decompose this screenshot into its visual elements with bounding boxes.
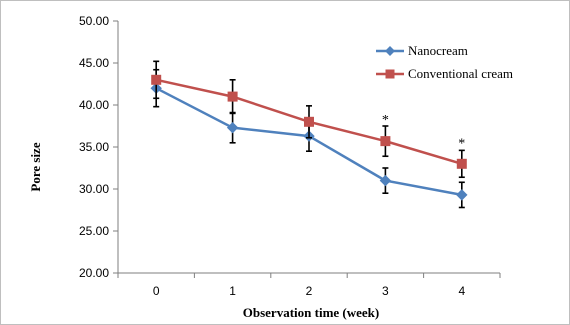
- data-point-square: [380, 136, 391, 147]
- x-tick-label: 2: [306, 284, 313, 298]
- x-tick-label: 3: [382, 284, 389, 298]
- y-tick-label: 45.00: [79, 56, 109, 70]
- y-tick-label: 25.00: [79, 224, 109, 238]
- x-tick-label: 4: [458, 284, 465, 298]
- axes: 20.00 25.00 30.00 35.00 40.00 45.00 50.00 0 1 2 3 4: [79, 14, 501, 298]
- y-axis-title: Pore size: [28, 142, 43, 191]
- x-tick-label: 1: [229, 284, 236, 298]
- legend-marker-square: [385, 69, 395, 79]
- y-tick-label: 30.00: [79, 182, 109, 196]
- x-axis-title: Observation time (week): [243, 305, 379, 320]
- data-point-square: [304, 116, 314, 127]
- data-point-diamond: [226, 121, 239, 134]
- data-point-square: [151, 74, 162, 85]
- data-point-square: [227, 91, 238, 102]
- data-point-diamond: [456, 189, 468, 201]
- legend-label: Nanocream: [408, 43, 468, 58]
- y-tick-label: 50.00: [79, 14, 109, 28]
- legend-entry: Conventional cream: [376, 66, 513, 81]
- legend: Nanocream Conventional cream: [376, 43, 513, 81]
- y-tick-label: 40.00: [79, 98, 109, 112]
- y-tick-label: 35.00: [79, 140, 109, 154]
- data-point-diamond: [379, 174, 392, 187]
- legend-marker-diamond: [385, 46, 395, 56]
- series-layer: **: [150, 60, 468, 209]
- series-conventional-cream: [151, 60, 467, 179]
- significance-asterisk: *: [382, 113, 389, 128]
- significance-asterisk: *: [458, 137, 465, 152]
- data-point-square: [456, 158, 467, 169]
- x-tick-label: 0: [153, 284, 160, 298]
- y-tick-label: 20.00: [79, 266, 109, 280]
- legend-entry: Nanocream: [376, 43, 468, 58]
- legend-label: Conventional cream: [408, 66, 513, 81]
